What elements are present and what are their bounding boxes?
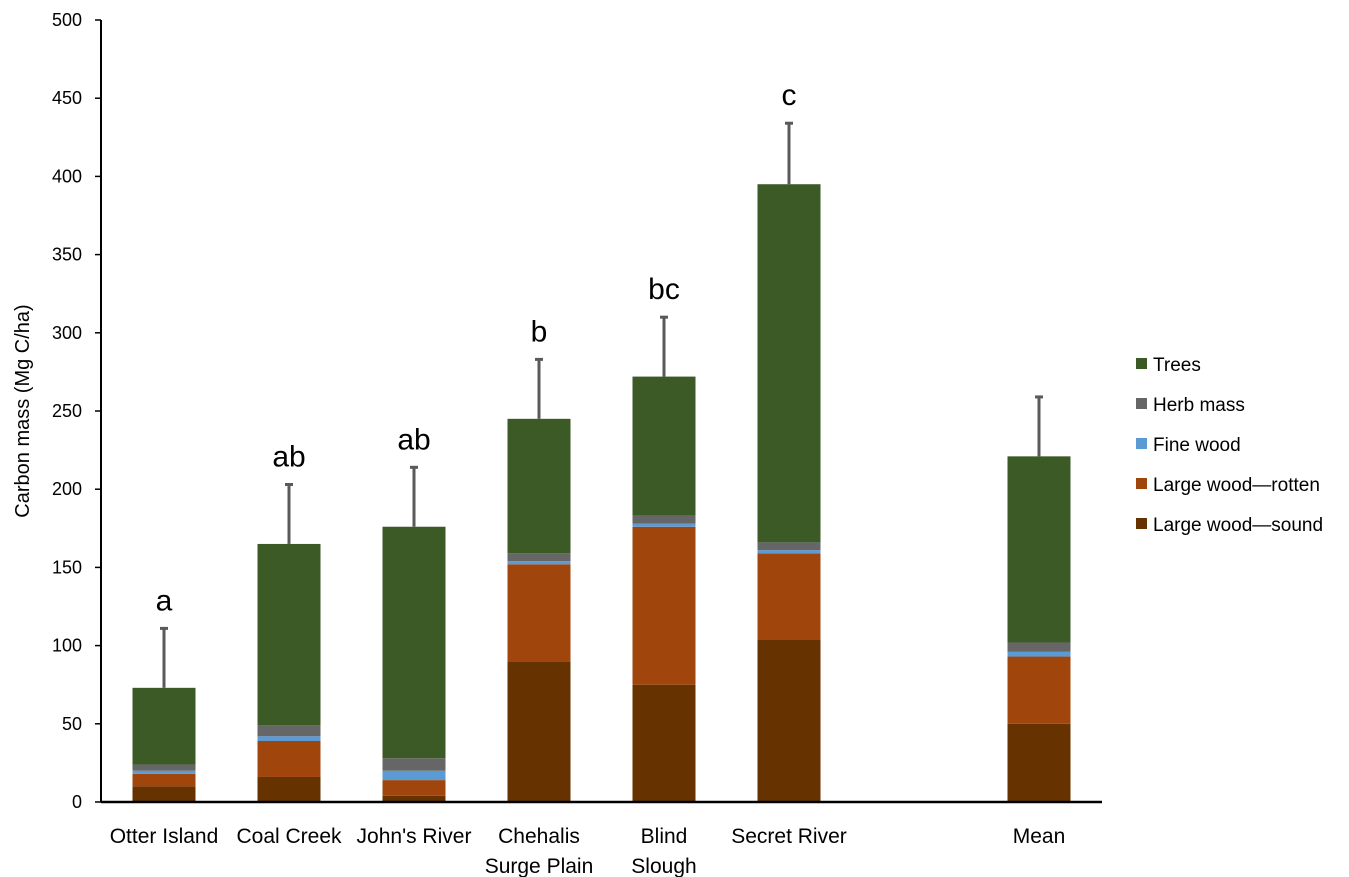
significance-letter: b [531, 315, 548, 348]
bar-segment [382, 526, 446, 759]
x-tick-label: Chehalis [498, 825, 580, 848]
bar-segment [632, 515, 696, 524]
significance-letter: a [156, 584, 173, 617]
y-tick-label: 0 [72, 792, 82, 812]
bar-segment [1007, 642, 1071, 652]
bar-segment [132, 773, 196, 787]
significance-letter: ab [272, 441, 305, 474]
bar-segment [382, 770, 446, 781]
bar-segment [632, 526, 696, 685]
bar-segment [132, 770, 196, 774]
bar-segment [757, 553, 821, 640]
bar-segment [507, 564, 571, 662]
legend-label: Herb mass [1153, 395, 1245, 416]
x-tick-label: John's River [357, 825, 472, 848]
bar-segment [507, 418, 571, 554]
legend: Trees Herb mass Fine wood Large wood—rotten… [1136, 355, 1323, 536]
x-tick-label: Otter Island [110, 825, 219, 848]
y-tick-label: 500 [52, 10, 82, 30]
bar-segment [1007, 723, 1071, 802]
y-tick-label: 150 [52, 557, 82, 577]
bar-segment [757, 550, 821, 554]
bar-segment [132, 687, 196, 765]
x-tick-label: Secret River [731, 825, 847, 848]
bar-segment [132, 764, 196, 771]
bar-segment [632, 376, 696, 516]
bar-segment [1007, 456, 1071, 643]
legend-label: Large wood—sound [1153, 515, 1323, 536]
bar-segment [757, 639, 821, 802]
bar-segment [757, 542, 821, 551]
significance-letter: bc [648, 273, 680, 306]
y-tick-label: 450 [52, 88, 82, 108]
bar-segment [382, 780, 446, 796]
legend-label: Fine wood [1153, 435, 1241, 456]
bar-segment [507, 553, 571, 562]
bar-segment [1007, 651, 1071, 657]
bar-segment [257, 741, 321, 777]
y-tick-label: 250 [52, 401, 82, 421]
bar-segment [257, 725, 321, 737]
bar-segment [257, 736, 321, 742]
bar-segment [257, 776, 321, 802]
significance-letter: ab [397, 423, 430, 456]
y-tick-label: 100 [52, 636, 82, 656]
bar-segment [507, 561, 571, 565]
x-tick-label: Mean [1013, 825, 1066, 848]
bar-segment [632, 523, 696, 527]
legend-swatch [1136, 478, 1147, 489]
bar-segment [382, 758, 446, 771]
x-axis: Otter Island Coal Creek John's River Chehal… [101, 800, 1102, 877]
bar-segment [1007, 656, 1071, 724]
significance-letter: c [782, 79, 797, 112]
legend-label: Trees [1153, 355, 1201, 376]
bar-segment [757, 184, 821, 543]
bar-segment [632, 684, 696, 802]
legend-label: Large wood—rotten [1153, 475, 1320, 496]
bars [132, 184, 1071, 802]
bar-segment [382, 795, 446, 802]
x-tick-label: Surge Plain [485, 855, 594, 877]
significance-letters: a ab ab b bc c [156, 79, 797, 617]
legend-swatch [1136, 438, 1147, 449]
x-tick-label: Blind [641, 825, 688, 848]
bar-segment [507, 661, 571, 802]
x-tick-label: Coal Creek [236, 825, 342, 848]
legend-swatch [1136, 398, 1147, 409]
y-tick-label: 200 [52, 479, 82, 499]
y-axis-title: Carbon mass (Mg C/ha) [12, 304, 34, 517]
y-tick-label: 350 [52, 245, 82, 265]
legend-swatch [1136, 358, 1147, 369]
bar-segment [132, 786, 196, 802]
x-tick-label: Slough [631, 855, 696, 877]
y-tick-label: 300 [52, 323, 82, 343]
bar-segment [257, 543, 321, 726]
legend-swatch [1136, 518, 1147, 529]
y-axis: 0 50 100 150 200 250 300 350 400 450 500 [52, 10, 102, 812]
y-tick-label: 400 [52, 166, 82, 186]
y-tick-label: 50 [62, 714, 82, 734]
error-bars [160, 121, 1043, 688]
